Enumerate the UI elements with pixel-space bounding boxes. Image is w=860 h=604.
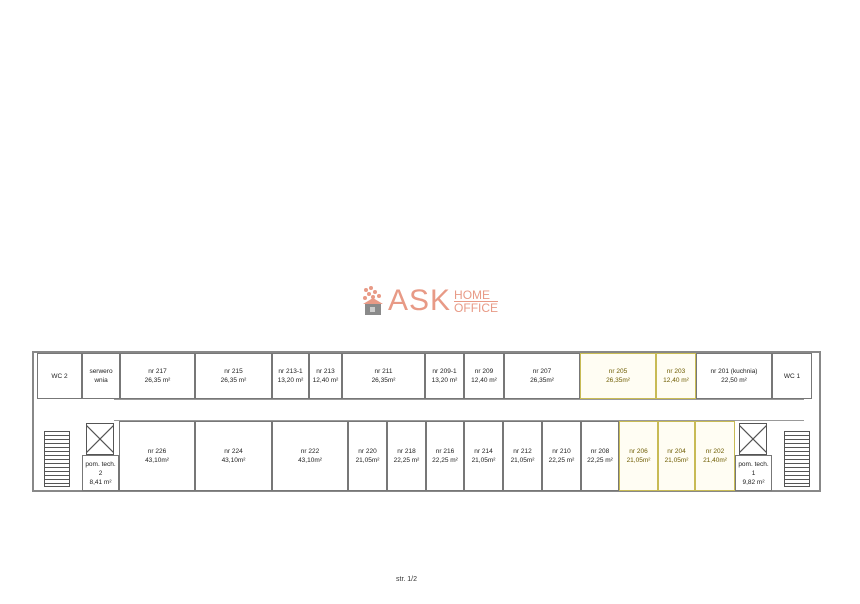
- room-name: nr 213-1: [278, 368, 303, 375]
- room[interactable]: nr 210 22,25 m²: [542, 421, 581, 491]
- elevator-right: [739, 423, 767, 455]
- staircase-left: [44, 431, 70, 487]
- room-name: nr 214: [474, 448, 493, 455]
- room[interactable]: nr 207 26,35m²: [504, 353, 580, 399]
- room[interactable]: pom. tech. 2 8,41 m²: [82, 455, 119, 491]
- room-area: 9,82 m²: [742, 478, 765, 486]
- room-name: nr 226: [147, 448, 167, 455]
- room-area: 22,50 m²: [721, 377, 747, 384]
- room-name: nr 207: [532, 368, 552, 375]
- room-area: 43,10m²: [221, 457, 246, 464]
- room[interactable]: nr 203 12,40 m²: [656, 353, 696, 399]
- room-name: nr 215: [224, 368, 243, 375]
- room-name: nr 209-1: [432, 368, 457, 375]
- room-area: 21,05m²: [510, 457, 535, 464]
- room[interactable]: nr 205 26,35m²: [580, 353, 656, 399]
- room[interactable]: nr 222 43,10m²: [272, 421, 348, 491]
- room[interactable]: nr 208 22,25 m²: [581, 421, 619, 491]
- room-name: nr 218: [397, 448, 416, 455]
- room-name: nr 205: [608, 368, 628, 375]
- room-name: nr 220: [358, 448, 377, 455]
- room-area: 26,35m²: [530, 377, 554, 384]
- room-name: serwero wnia: [89, 368, 113, 384]
- room[interactable]: nr 226 43,10m²: [119, 421, 195, 491]
- room-area: 21,40m²: [703, 457, 727, 464]
- elevator-left: [86, 423, 114, 455]
- room[interactable]: nr 202 21,40m²: [695, 421, 735, 491]
- room-name: nr 210: [552, 448, 571, 455]
- room-name: nr 208: [590, 448, 610, 455]
- room[interactable]: nr 204 21,05m²: [658, 421, 695, 491]
- room-name: nr 213: [316, 368, 335, 375]
- room[interactable]: nr 215 26,35 m²: [195, 353, 272, 399]
- room[interactable]: WC 2: [37, 353, 82, 399]
- room-area: 43,10m²: [298, 457, 322, 464]
- room-name: nr 201 (kuchnia): [710, 368, 758, 375]
- room-area: 26,35 m²: [220, 377, 247, 384]
- room-area: 21,05m²: [664, 457, 689, 464]
- room-area: 22,25 m²: [432, 457, 458, 464]
- room-area: 43,10m²: [145, 457, 169, 464]
- room-name: nr 211: [374, 368, 393, 375]
- room[interactable]: nr 216 22,25 m²: [426, 421, 464, 491]
- room-name: WC 1: [783, 372, 801, 380]
- room-name: nr 204: [667, 448, 686, 455]
- corridor: [114, 399, 804, 421]
- room-area: 21,05m²: [471, 457, 496, 464]
- room[interactable]: nr 209 12,40 m²: [464, 353, 504, 399]
- room[interactable]: nr 217 26,35 m²: [120, 353, 195, 399]
- room-area: 22,25 m²: [548, 457, 575, 464]
- room[interactable]: pom. tech. 1 9,82 m²: [735, 455, 772, 491]
- ask-home-office-logo: ASK HOME OFFICE: [362, 283, 499, 319]
- room-name: pom. tech. 1: [738, 460, 769, 477]
- room[interactable]: nr 213-1 13,20 m²: [272, 353, 309, 399]
- room-name: pom. tech. 2: [85, 460, 116, 477]
- room-area: 26,35 m²: [144, 377, 171, 384]
- room-area: 22,25 m²: [393, 457, 420, 464]
- room-name: nr 222: [300, 448, 320, 455]
- room-name: WC 2: [51, 372, 68, 380]
- floor-plan: WC 2 serwero wnia nr 217 26,35 m² nr 215 26,3…: [32, 351, 821, 492]
- house-icon: [362, 286, 384, 316]
- room-area: 22,25 m²: [587, 457, 613, 464]
- room-area: 26,35m²: [606, 377, 630, 384]
- room[interactable]: nr 206 21,05m²: [619, 421, 658, 491]
- room-area: 26,35m²: [371, 377, 396, 384]
- room-name: nr 224: [224, 448, 243, 455]
- room-name: nr 209: [474, 368, 494, 375]
- staircase-right: [784, 431, 810, 487]
- room[interactable]: nr 220 21,05m²: [348, 421, 387, 491]
- room-area: 12,40 m²: [663, 377, 689, 384]
- room-area: 12,40 m²: [471, 377, 497, 384]
- room[interactable]: nr 209-1 13,20 m²: [425, 353, 464, 399]
- room-name: nr 202: [705, 448, 725, 455]
- room[interactable]: nr 211 26,35m²: [342, 353, 425, 399]
- room[interactable]: nr 218 22,25 m²: [387, 421, 426, 491]
- room-area: 12,40 m²: [312, 377, 339, 384]
- room[interactable]: nr 201 (kuchnia) 22,50 m²: [696, 353, 772, 399]
- room[interactable]: nr 224 43,10m²: [195, 421, 272, 491]
- room[interactable]: WC 1: [772, 353, 812, 399]
- page-number: str. 1/2: [396, 576, 418, 583]
- room-name: nr 203: [666, 368, 686, 375]
- room-area: 13,20 m²: [431, 377, 458, 384]
- room-name: nr 216: [435, 448, 455, 455]
- room-name: nr 217: [148, 368, 167, 375]
- room[interactable]: nr 214 21,05m²: [464, 421, 503, 491]
- room-area: 8,41 m²: [89, 478, 112, 486]
- room-area: 13,20 m²: [277, 377, 304, 384]
- room-name: nr 206: [629, 448, 648, 455]
- room-area: 21,05m²: [626, 457, 651, 464]
- room-area: 21,05m²: [355, 457, 380, 464]
- room[interactable]: nr 213 12,40 m²: [309, 353, 342, 399]
- room-name: nr 212: [513, 448, 532, 455]
- room[interactable]: serwero wnia: [82, 353, 120, 399]
- room[interactable]: nr 212 21,05m²: [503, 421, 542, 491]
